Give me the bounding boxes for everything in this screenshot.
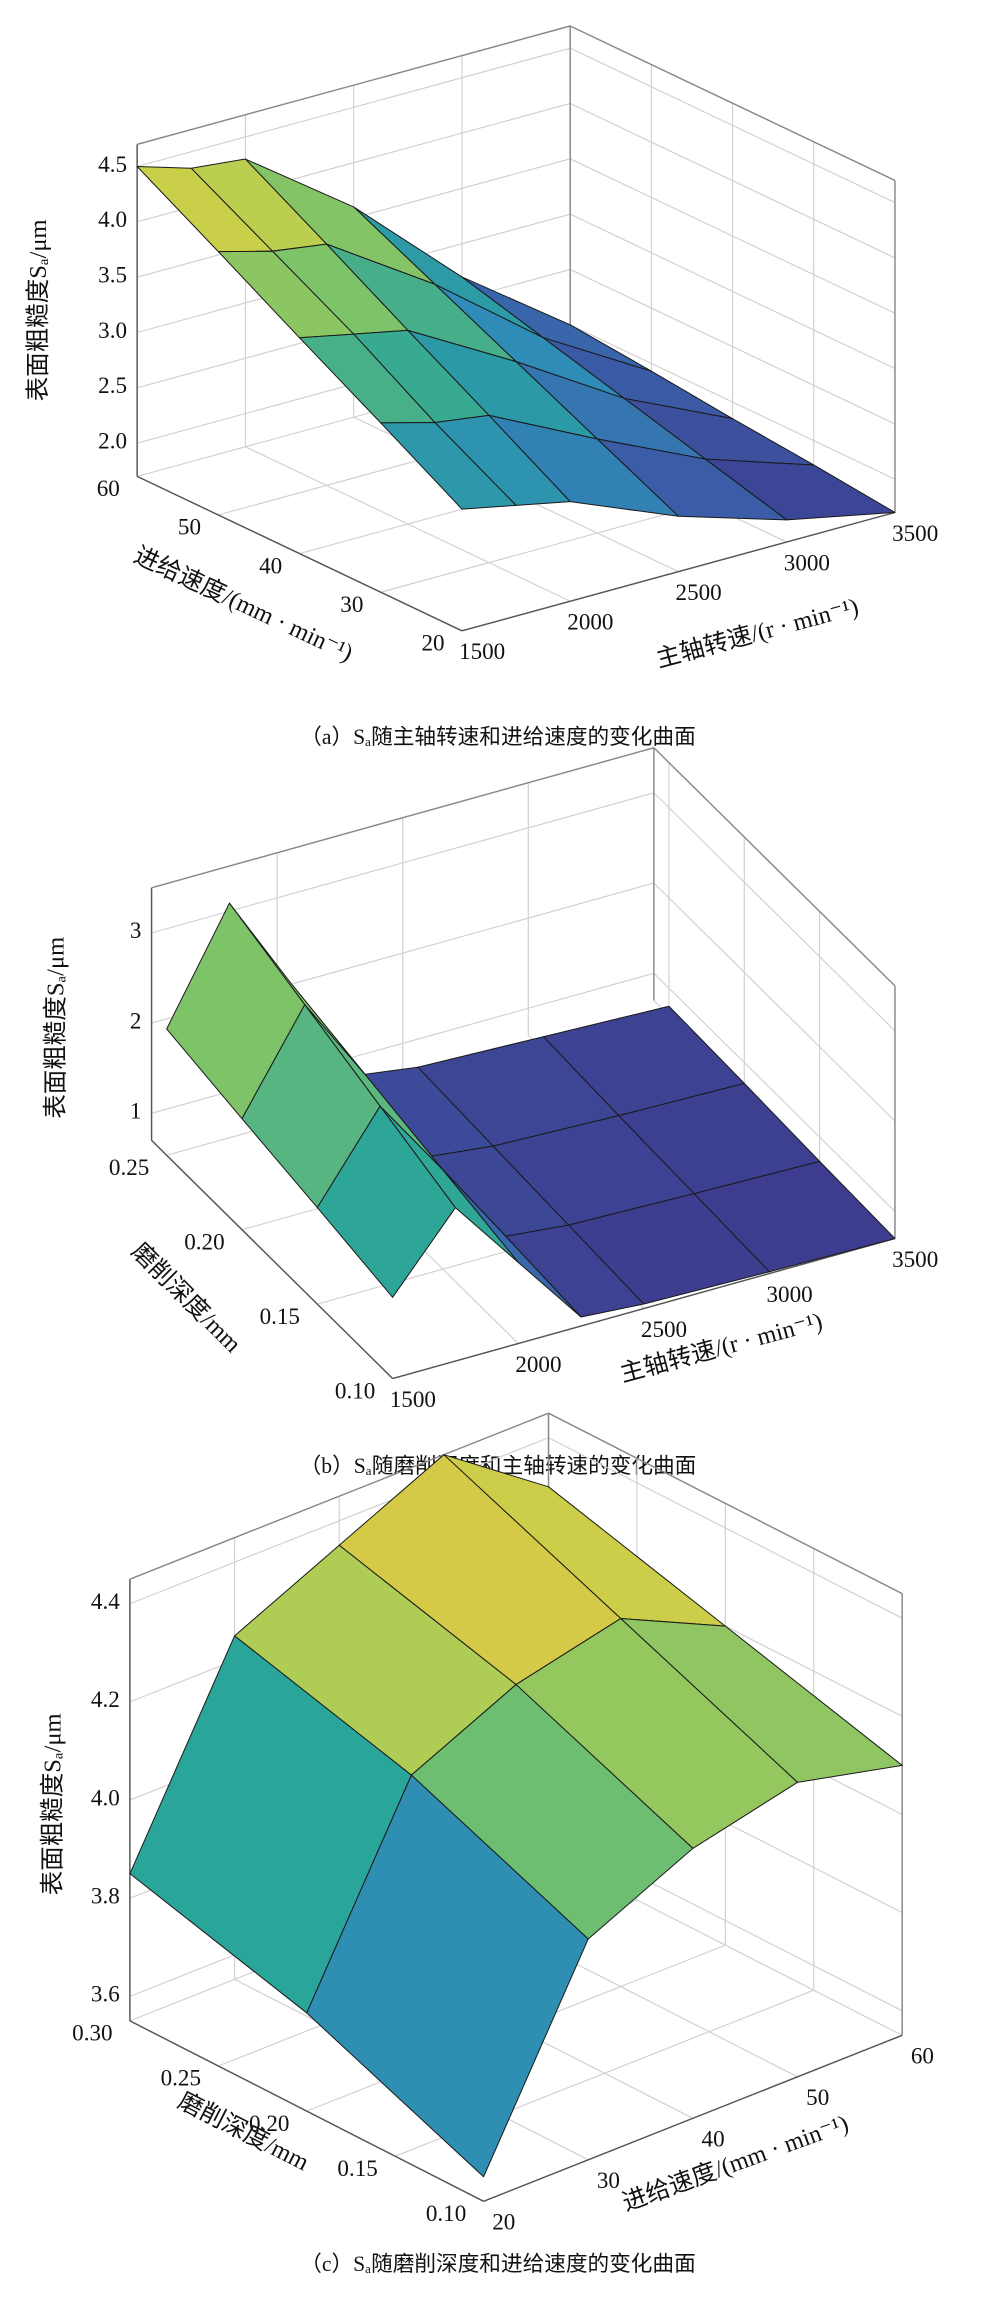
y-axis-label: 磨削深度/mm — [174, 2086, 314, 2176]
x-tick-label: 50 — [806, 2084, 829, 2110]
axis-line — [548, 1412, 903, 1595]
caption: （a）Sₐ随主轴转速和进给速度的变化曲面 — [300, 725, 695, 749]
x-tick-label: 2000 — [515, 1351, 561, 1377]
z-tick-label: 3.6 — [91, 1981, 120, 2007]
axis-line — [129, 2020, 484, 2202]
x-tick-label: 3000 — [767, 1281, 813, 1307]
z-tick-label: 3.0 — [98, 317, 127, 343]
surface-chart: 3.6 3.8 4.0 4.2 4.4 20 30 40 50 60 0.10 0.15 0.20 0.2… — [38, 1412, 934, 2276]
y-tick-label: 0.25 — [161, 2065, 201, 2091]
axis-line — [136, 25, 571, 146]
y-axis-label: 进给速度/(mm · min⁻¹) — [130, 541, 358, 667]
z-grid-line — [653, 882, 896, 1122]
surface-chart: 2.0 2.5 3.0 3.5 4.0 4.5 1500 2000 2500 3000 3500 20… — [24, 25, 938, 749]
y-axis-label: 磨削深度/mm — [126, 1237, 247, 1358]
z-tick-label: 4.2 — [91, 1686, 120, 1712]
z-tick-label: 4.5 — [98, 151, 127, 177]
x-tick-label: 30 — [597, 2167, 620, 2193]
axis-line — [569, 25, 896, 182]
y-tick-label: 0.15 — [337, 2155, 377, 2181]
y-tick-label: 0.15 — [260, 1303, 300, 1329]
y-tick-label: 0.25 — [109, 1154, 149, 1180]
x-tick-label: 40 — [702, 2126, 725, 2152]
axis-line — [653, 747, 896, 987]
surface-patch — [306, 1774, 589, 2178]
x-tick-label: 20 — [492, 2209, 515, 2235]
z-tick-label: 2.0 — [98, 427, 127, 453]
axis-line — [151, 747, 655, 889]
z-tick-label: 3.8 — [91, 1882, 120, 1908]
z-tick-label: 4.0 — [98, 206, 127, 232]
z-axis-label: 表面粗糙度Sₐ/μm — [41, 937, 69, 1119]
surface-patch — [316, 1105, 456, 1298]
surface-patch — [380, 421, 517, 510]
y-tick-label: 0.10 — [426, 2200, 466, 2226]
z-tick-label: 4.0 — [91, 1784, 120, 1810]
caption: （c）Sₐ随磨削深度和进给速度的变化曲面 — [300, 2252, 695, 2276]
z-tick-label: 1 — [130, 1098, 142, 1124]
y-tick-label: 0.20 — [184, 1228, 224, 1254]
y-tick-label: 60 — [97, 475, 120, 501]
y-tick-label: 50 — [178, 514, 201, 540]
axis-line — [392, 1237, 896, 1380]
surface-chart: 123150020002500300035000.100.150.200.25主… — [41, 747, 938, 1478]
axis-line — [461, 511, 896, 632]
axis-line — [129, 1412, 549, 1580]
x-tick-label: 60 — [911, 2043, 934, 2069]
x-tick-label: 3500 — [892, 1246, 938, 1272]
x-tick-label: 1500 — [390, 1386, 436, 1412]
y-tick-label: 0.30 — [72, 2020, 112, 2046]
z-tick-label: 3 — [130, 917, 142, 943]
z-tick-label: 2 — [130, 1007, 142, 1033]
x-axis-label: 进给速度/(mm · min⁻¹) — [619, 2109, 852, 2217]
z-axis-label: 表面粗糙度Sₐ/μm — [24, 219, 52, 401]
axis-line — [483, 2034, 903, 2202]
axis-line — [136, 475, 463, 632]
z-tick-label: 2.5 — [98, 372, 127, 398]
y-tick-label: 0.20 — [249, 2110, 289, 2136]
y-tick-label: 40 — [259, 552, 282, 578]
z-grid-line — [653, 792, 896, 1032]
z-grid-line — [653, 972, 896, 1212]
y-tick-label: 0.10 — [335, 1377, 375, 1403]
x-tick-label: 2500 — [676, 579, 722, 605]
y-tick-label: 30 — [340, 591, 363, 617]
y-tick-label: 20 — [422, 630, 445, 656]
x-tick-label: 1500 — [459, 638, 505, 664]
z-tick-label: 4.4 — [91, 1588, 120, 1614]
x-tick-label: 2500 — [641, 1316, 687, 1342]
z-tick-label: 3.5 — [98, 261, 127, 287]
z-axis-label: 表面粗糙度Sₐ/μm — [38, 1713, 66, 1895]
axis-line — [151, 1139, 394, 1380]
x-tick-label: 3500 — [892, 520, 938, 546]
x-tick-label: 3000 — [784, 549, 830, 575]
x-tick-label: 2000 — [567, 609, 613, 635]
